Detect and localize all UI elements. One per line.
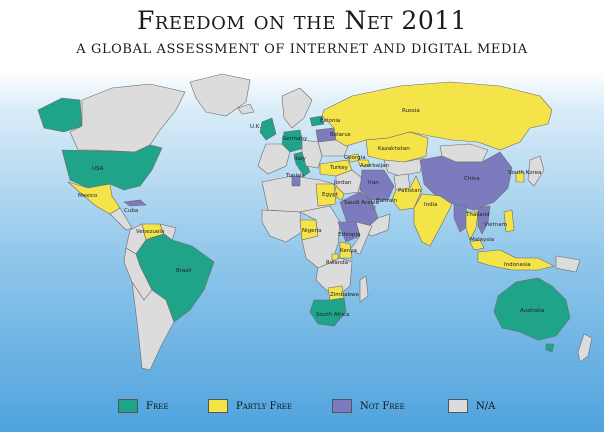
label-australia: Australia [520,308,544,314]
label-georgia: Georgia [344,155,366,161]
label-south-korea: South Korea [508,170,541,176]
cuba [123,199,147,207]
label-belarus: Belarus [330,132,351,138]
label-turkey: Turkey [329,165,349,171]
label-usa: USA [92,166,104,172]
canada [69,83,186,153]
central-america [109,207,133,231]
label-south-africa: South Africa [316,312,349,318]
label-egypt: Egypt [322,192,339,198]
label-kazakhstan: Kazakhstan [378,146,410,152]
label-india: India [424,202,438,208]
label-jordan: Jordan [333,180,352,186]
legend-item-free: Free [118,396,168,416]
label-ethiopia: Ethiopia [338,232,360,238]
germany [281,129,305,153]
japan [527,155,545,187]
label-zimbabwe: Zimbabwe [330,292,360,298]
iran [359,169,395,201]
label-germany: Germany [282,136,308,142]
france-iberia [257,143,291,175]
uk [259,117,277,141]
south-korea [515,171,525,183]
tunisia [291,175,301,187]
eastern-europe [301,139,323,169]
legend: Free Partly Free Not Free N/A [0,396,604,416]
label-tunisia: Tunisia [285,173,305,179]
central-asia [383,157,425,177]
legend-label-partly-free: Partly Free [236,400,293,412]
philippines [503,209,515,233]
legend-item-na: N/A [448,396,495,416]
bahrain [371,205,376,210]
iceland [237,103,255,115]
legend-swatch-na [448,399,468,413]
tasmania [545,343,555,353]
legend-swatch-not-free [332,399,352,413]
south-africa [309,297,347,327]
label-venezuela: Venezuela [136,229,164,235]
label-nigeria: Nigeria [302,228,322,234]
label-estonia: Estonia [320,118,340,124]
legend-label-not-free: Not Free [360,400,405,412]
kazakhstan [365,131,429,163]
legend-swatch-free [118,399,138,413]
label-pakistan: Pakistan [398,188,422,194]
label-brazil: Brazil [176,268,192,274]
scandinavia [281,87,313,129]
burma [453,203,469,233]
label-indonesia: Indonesia [504,262,531,268]
label-mexico: Mexico [78,193,98,199]
vietnam [477,205,491,235]
egypt [315,183,337,207]
label-rwanda: Rwanda [326,260,348,266]
label-azerbaijan: Azerbaijan [360,163,390,169]
label-saudi-arabia: Saudi Arabia [344,200,379,206]
greenland [189,73,251,117]
label-uk: U.K. [250,124,261,130]
italy [293,151,311,177]
west-africa [261,209,303,243]
label-kenya: Kenya [340,248,357,254]
alaska [37,97,83,133]
madagascar [359,275,369,303]
legend-swatch-partly-free [208,399,228,413]
label-iran: Iran [368,180,379,186]
kenya [339,241,353,259]
pakistan [391,175,423,211]
new-guinea [555,255,581,273]
australia [493,277,571,341]
somalia [349,221,373,255]
new-zealand [577,333,593,363]
label-cuba: Cuba [124,208,138,214]
legend-label-na: N/A [476,400,496,412]
label-malaysia: Malaysia [470,237,494,243]
azerbaijan [357,159,371,167]
russia [321,81,553,151]
label-bahrain: Bahrain [376,198,398,204]
legend-label-free: Free [146,400,169,412]
indonesia [477,249,555,271]
label-italy: Italy [294,156,307,162]
label-thailand: Thailand [465,212,490,218]
map-title: Freedom on the Net 2011 [136,6,468,35]
southern-africa [315,257,353,295]
thailand [465,211,479,241]
label-russia: Russia [402,108,420,114]
legend-item-partly-free: Partly Free [208,396,292,416]
usa [61,144,163,191]
malaysia [469,239,485,251]
venezuela [141,223,165,241]
map-subtitle: A GLOBAL ASSESSMENT OF INTERNET AND DIGI… [76,42,528,57]
label-vietnam: Vietnam [484,222,507,228]
legend-item-not-free: Not Free [332,396,405,416]
estonia [309,115,325,127]
label-china: China [464,176,480,182]
argentina-chile [131,281,175,371]
india [413,193,453,247]
